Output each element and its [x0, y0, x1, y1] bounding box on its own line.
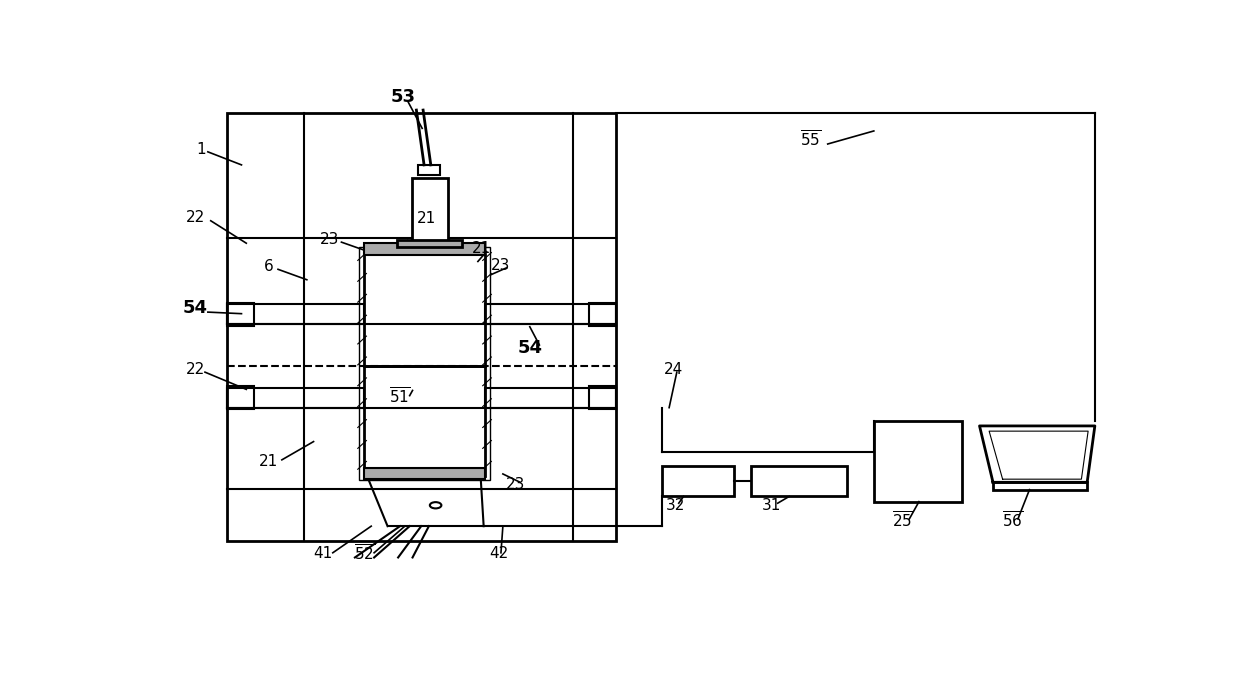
- Text: $\overline{\mathregular{52}}$: $\overline{\mathregular{52}}$: [353, 544, 376, 564]
- Text: 41: 41: [314, 546, 332, 561]
- Bar: [993, 482, 1087, 490]
- Text: 24: 24: [665, 362, 683, 377]
- Text: 23: 23: [506, 477, 525, 492]
- Text: 31: 31: [763, 498, 781, 513]
- Bar: [662, 466, 734, 496]
- Bar: [751, 466, 847, 496]
- Text: 23: 23: [491, 258, 511, 273]
- Text: 54: 54: [517, 338, 542, 357]
- Bar: [365, 254, 485, 366]
- Bar: [227, 386, 254, 410]
- Text: 32: 32: [666, 498, 686, 513]
- Text: $\overline{\mathregular{56}}$: $\overline{\mathregular{56}}$: [1002, 511, 1023, 531]
- Text: 6: 6: [264, 259, 273, 274]
- Bar: [397, 240, 461, 247]
- Bar: [485, 304, 616, 324]
- Bar: [365, 468, 485, 479]
- Circle shape: [430, 502, 441, 508]
- Bar: [227, 388, 365, 407]
- Text: 54: 54: [182, 300, 208, 317]
- Text: $\overline{\mathregular{51}}$: $\overline{\mathregular{51}}$: [389, 387, 410, 407]
- Bar: [874, 420, 962, 502]
- Bar: [589, 302, 616, 325]
- Bar: [365, 243, 485, 255]
- Text: 22: 22: [186, 362, 205, 377]
- Text: 21: 21: [259, 454, 278, 469]
- Text: 53: 53: [391, 88, 415, 106]
- Text: $\overline{\mathregular{25}}$: $\overline{\mathregular{25}}$: [892, 511, 914, 531]
- Text: 42: 42: [490, 546, 508, 561]
- Bar: [589, 386, 616, 410]
- Text: 21: 21: [417, 211, 435, 226]
- Bar: [485, 388, 616, 407]
- Bar: [412, 178, 448, 243]
- Bar: [365, 366, 485, 475]
- Text: 1: 1: [196, 142, 206, 157]
- Bar: [418, 165, 440, 176]
- Polygon shape: [990, 431, 1089, 479]
- Bar: [227, 302, 254, 325]
- Bar: [227, 304, 365, 324]
- Bar: [227, 113, 616, 541]
- Text: $\overline{\mathregular{55}}$: $\overline{\mathregular{55}}$: [800, 129, 821, 150]
- Text: 22: 22: [186, 210, 205, 224]
- Text: 23: 23: [320, 231, 340, 247]
- Bar: [358, 247, 490, 480]
- Text: 21: 21: [472, 241, 491, 256]
